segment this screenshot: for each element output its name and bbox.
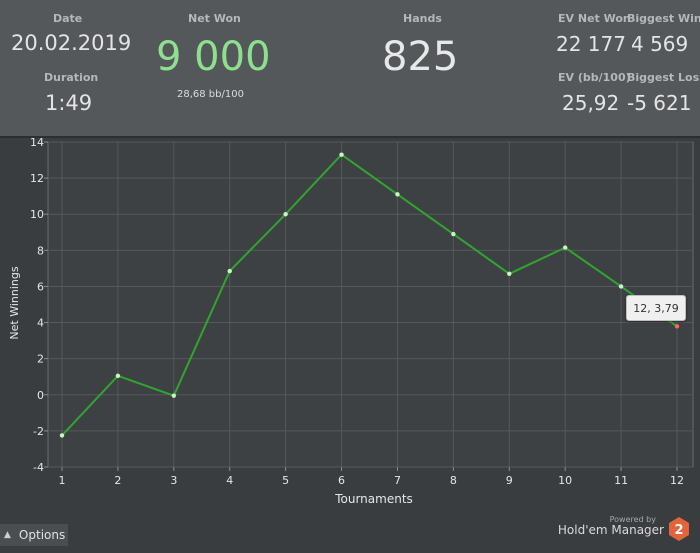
data-point[interactable] xyxy=(115,373,121,379)
x-tick-label: 11 xyxy=(614,474,628,487)
chart-grid xyxy=(44,141,694,471)
duration-value: 1:49 xyxy=(45,91,93,115)
data-point[interactable] xyxy=(451,231,456,237)
y-tick-label: 6 xyxy=(37,280,44,293)
logo-digit: 2 xyxy=(674,523,683,538)
data-point[interactable] xyxy=(562,245,568,250)
data-point-tooltip: 12, 3,79 xyxy=(626,295,686,321)
session-summary-panel: Date 20.02.2019 Duration 1:49 Net Won 9 … xyxy=(0,0,700,136)
y-tick-label: 0 xyxy=(37,389,44,402)
series-line-group xyxy=(61,153,678,437)
chevron-up-icon: ▲ xyxy=(4,530,11,540)
x-tick-label: 8 xyxy=(450,474,457,487)
x-tick-label: 4 xyxy=(226,474,233,487)
x-tick-label: 6 xyxy=(338,474,345,487)
y-tick-label: 8 xyxy=(37,244,44,257)
data-point[interactable] xyxy=(227,268,232,274)
x-tick-label: 1 xyxy=(59,474,66,487)
x-tick-label: 9 xyxy=(506,474,513,487)
x-tick-label: 12 xyxy=(670,474,684,487)
data-point[interactable] xyxy=(59,433,65,438)
ev-bb100-value: 25,92 xyxy=(562,91,620,115)
series-points xyxy=(59,152,680,438)
x-tick-label: 5 xyxy=(282,474,289,487)
ev-net-won-label: EV Net Won xyxy=(558,12,631,25)
data-point[interactable] xyxy=(618,284,624,289)
ev-bb100-label: EV (bb/100) xyxy=(558,71,631,84)
hands-label: Hands xyxy=(403,12,442,25)
x-tick-label: 2 xyxy=(114,474,121,487)
data-point[interactable] xyxy=(674,324,680,329)
bb100-value: 28,68 bb/100 xyxy=(177,89,244,100)
biggest-win-value: 4 569 xyxy=(631,32,689,56)
x-tick-label: 10 xyxy=(558,474,572,487)
data-point[interactable] xyxy=(395,192,400,197)
y-tick-labels: -4 -2 0 2 4 6 8 10 12 14 xyxy=(30,136,44,474)
data-point[interactable] xyxy=(283,212,288,217)
x-tick-labels: 1 2 3 4 5 6 7 8 9 10 11 12 xyxy=(59,474,685,487)
net-won-value: 9 000 xyxy=(156,34,271,80)
biggest-loss-label: Biggest Loss xyxy=(627,71,700,84)
x-tick-label: 7 xyxy=(394,474,401,487)
y-tick-label: 10 xyxy=(30,208,44,221)
powered-by-label: Powered by xyxy=(609,515,656,524)
duration-label: Duration xyxy=(44,71,99,84)
data-point[interactable] xyxy=(171,393,177,398)
net-won-label: Net Won xyxy=(188,12,241,25)
y-tick-label: -2 xyxy=(33,425,44,438)
biggest-win-label: Biggest Win xyxy=(627,12,700,25)
holdem-manager-logo-icon: 2 xyxy=(669,517,689,541)
x-axis-label: Tournaments xyxy=(334,492,413,506)
options-button[interactable]: ▲ Options xyxy=(0,524,68,546)
y-tick-label: 14 xyxy=(30,138,44,149)
y-axis-label: Net Winnings xyxy=(8,266,21,339)
date-value: 20.02.2019 xyxy=(11,31,132,55)
y-tick-label: 4 xyxy=(37,317,44,330)
plot-area xyxy=(47,141,694,468)
series-line xyxy=(61,153,678,437)
header-divider xyxy=(0,136,700,138)
y-tick-label: 2 xyxy=(37,353,44,366)
net-winnings-chart[interactable]: -4 -2 0 2 4 6 8 10 12 14 1 2 3 4 5 6 7 8 9 10 11 12 Net Winn… xyxy=(0,136,700,549)
hands-value: 825 xyxy=(382,34,459,80)
date-label: Date xyxy=(53,12,83,25)
data-point[interactable] xyxy=(507,271,512,277)
biggest-loss-value: -5 621 xyxy=(627,91,692,115)
app-name-label: Hold'em Manager xyxy=(557,523,664,537)
ev-net-won-value: 22 177 xyxy=(556,32,626,56)
x-tick-label: 3 xyxy=(170,474,177,487)
data-point[interactable] xyxy=(339,152,344,157)
y-tick-label: -4 xyxy=(33,461,44,474)
options-label: Options xyxy=(18,528,66,542)
y-tick-label: 12 xyxy=(30,172,44,185)
